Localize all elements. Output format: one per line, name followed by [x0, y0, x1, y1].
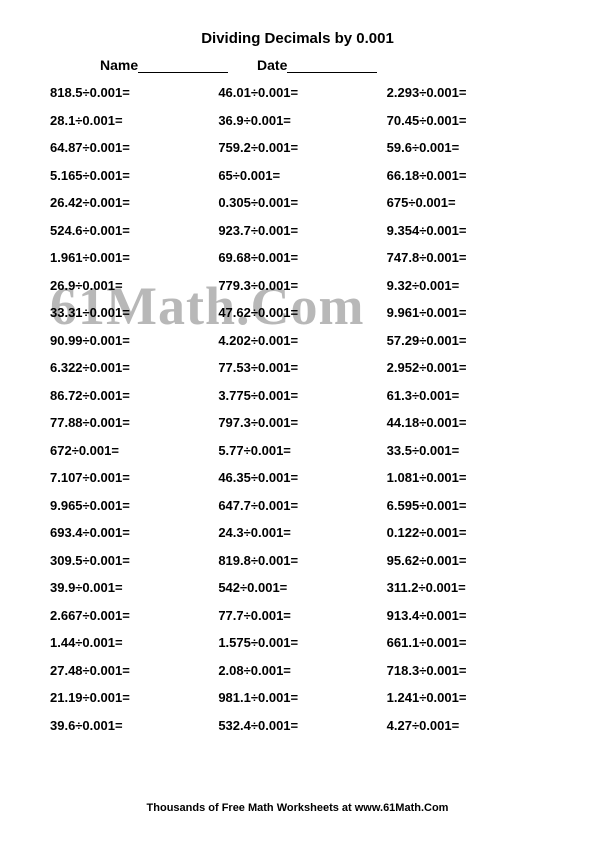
header-fields: Name Date: [50, 57, 545, 73]
problem-cell: 77.88÷0.001=: [50, 415, 208, 430]
problem-cell: 57.29÷0.001=: [387, 333, 545, 348]
problem-cell: 5.165÷0.001=: [50, 168, 208, 183]
problem-cell: 70.45÷0.001=: [387, 113, 545, 128]
problem-cell: 5.77÷0.001=: [218, 443, 376, 458]
problem-cell: 24.3÷0.001=: [218, 525, 376, 540]
problem-cell: 4.202÷0.001=: [218, 333, 376, 348]
problem-cell: 759.2÷0.001=: [218, 140, 376, 155]
problem-cell: 39.9÷0.001=: [50, 580, 208, 595]
problem-cell: 7.107÷0.001=: [50, 470, 208, 485]
problem-cell: 542÷0.001=: [218, 580, 376, 595]
problem-cell: 69.68÷0.001=: [218, 250, 376, 265]
problem-cell: 693.4÷0.001=: [50, 525, 208, 540]
problem-cell: 46.35÷0.001=: [218, 470, 376, 485]
problem-cell: 981.1÷0.001=: [218, 690, 376, 705]
problem-cell: 532.4÷0.001=: [218, 718, 376, 733]
problem-cell: 95.62÷0.001=: [387, 553, 545, 568]
problem-cell: 661.1÷0.001=: [387, 635, 545, 650]
problem-cell: 44.18÷0.001=: [387, 415, 545, 430]
problem-cell: 1.575÷0.001=: [218, 635, 376, 650]
problem-cell: 21.19÷0.001=: [50, 690, 208, 705]
problem-cell: 26.9÷0.001=: [50, 278, 208, 293]
problem-cell: 1.081÷0.001=: [387, 470, 545, 485]
problem-cell: 86.72÷0.001=: [50, 388, 208, 403]
problem-cell: 46.01÷0.001=: [218, 85, 376, 100]
problem-cell: 913.4÷0.001=: [387, 608, 545, 623]
page-title: Dividing Decimals by 0.001: [50, 30, 545, 47]
problem-cell: 672÷0.001=: [50, 443, 208, 458]
problem-cell: 747.8÷0.001=: [387, 250, 545, 265]
problem-cell: 36.9÷0.001=: [218, 113, 376, 128]
problem-cell: 4.27÷0.001=: [387, 718, 545, 733]
problem-cell: 6.595÷0.001=: [387, 498, 545, 513]
problem-cell: 6.322÷0.001=: [50, 360, 208, 375]
problem-cell: 2.293÷0.001=: [387, 85, 545, 100]
problem-cell: 818.5÷0.001=: [50, 85, 208, 100]
problem-cell: 9.354÷0.001=: [387, 223, 545, 238]
problem-cell: 39.6÷0.001=: [50, 718, 208, 733]
problem-cell: 3.775÷0.001=: [218, 388, 376, 403]
problem-cell: 47.62÷0.001=: [218, 305, 376, 320]
problem-cell: 1.961÷0.001=: [50, 250, 208, 265]
date-blank[interactable]: [287, 59, 377, 73]
problem-cell: 718.3÷0.001=: [387, 663, 545, 678]
problem-cell: 0.122÷0.001=: [387, 525, 545, 540]
problem-cell: 311.2÷0.001=: [387, 580, 545, 595]
problem-cell: 1.44÷0.001=: [50, 635, 208, 650]
problem-cell: 923.7÷0.001=: [218, 223, 376, 238]
problem-cell: 524.6÷0.001=: [50, 223, 208, 238]
problem-cell: 66.18÷0.001=: [387, 168, 545, 183]
problem-cell: 26.42÷0.001=: [50, 195, 208, 210]
problem-cell: 779.3÷0.001=: [218, 278, 376, 293]
problems-grid: 818.5÷0.001= 46.01÷0.001= 2.293÷0.001= 28.1…: [50, 85, 545, 733]
name-blank[interactable]: [138, 59, 228, 73]
worksheet-content: Dividing Decimals by 0.001 Name Date 818…: [50, 30, 545, 733]
problem-cell: 59.6÷0.001=: [387, 140, 545, 155]
problem-cell: 27.48÷0.001=: [50, 663, 208, 678]
problem-cell: 2.08÷0.001=: [218, 663, 376, 678]
problem-cell: 819.8÷0.001=: [218, 553, 376, 568]
problem-cell: 77.53÷0.001=: [218, 360, 376, 375]
name-label: Name: [100, 57, 138, 73]
problem-cell: 9.32÷0.001=: [387, 278, 545, 293]
problem-cell: 2.667÷0.001=: [50, 608, 208, 623]
problem-cell: 61.3÷0.001=: [387, 388, 545, 403]
problem-cell: 33.5÷0.001=: [387, 443, 545, 458]
problem-cell: 675÷0.001=: [387, 195, 545, 210]
problem-cell: 1.241÷0.001=: [387, 690, 545, 705]
problem-cell: 0.305÷0.001=: [218, 195, 376, 210]
problem-cell: 2.952÷0.001=: [387, 360, 545, 375]
footer-text: Thousands of Free Math Worksheets at www…: [0, 802, 595, 814]
problem-cell: 309.5÷0.001=: [50, 553, 208, 568]
problem-cell: 64.87÷0.001=: [50, 140, 208, 155]
problem-cell: 33.31÷0.001=: [50, 305, 208, 320]
problem-cell: 797.3÷0.001=: [218, 415, 376, 430]
problem-cell: 77.7÷0.001=: [218, 608, 376, 623]
problem-cell: 647.7÷0.001=: [218, 498, 376, 513]
problem-cell: 90.99÷0.001=: [50, 333, 208, 348]
problem-cell: 65÷0.001=: [218, 168, 376, 183]
problem-cell: 9.961÷0.001=: [387, 305, 545, 320]
date-label: Date: [257, 57, 287, 73]
problem-cell: 28.1÷0.001=: [50, 113, 208, 128]
problem-cell: 9.965÷0.001=: [50, 498, 208, 513]
